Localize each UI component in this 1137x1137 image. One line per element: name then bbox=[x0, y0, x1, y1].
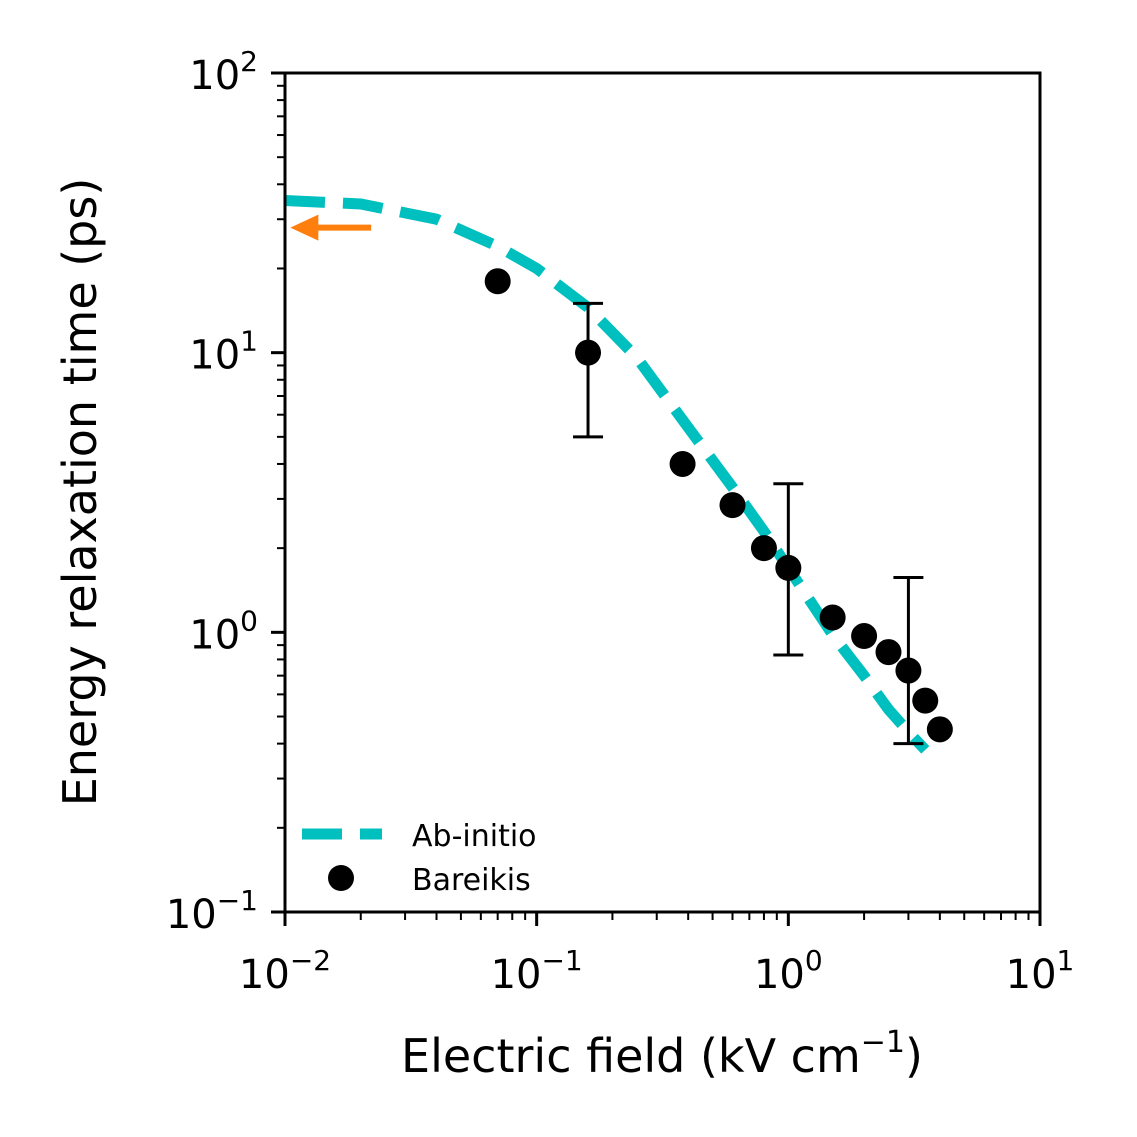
legend-abinitio-label: Ab-initio bbox=[412, 819, 537, 854]
bareikis-point bbox=[775, 554, 802, 581]
plot-frame bbox=[283, 71, 1042, 914]
legend-bareikis-label: Bareikis bbox=[412, 863, 531, 898]
x-axis-tick-labels: 10−2 10−1 100 101 bbox=[239, 944, 1074, 998]
bareikis-point bbox=[719, 492, 746, 519]
y-axis-title: Energy relaxation time (ps) bbox=[53, 178, 107, 807]
bareikis-point bbox=[484, 268, 511, 295]
bareikis-point bbox=[912, 687, 939, 714]
x-tick-label: 101 bbox=[1006, 944, 1075, 998]
bareikis-point bbox=[575, 339, 602, 366]
error-bar bbox=[573, 301, 604, 439]
bareikis-point bbox=[926, 716, 953, 743]
x-axis-ticks bbox=[283, 912, 1042, 926]
y-tick-label: 10−1 bbox=[166, 884, 258, 938]
y-tick-label: 102 bbox=[189, 45, 258, 99]
y-axis-tick-labels: 10−1 100 101 102 bbox=[166, 45, 258, 938]
legend-bareikis-marker bbox=[328, 865, 354, 891]
bareikis-point bbox=[851, 623, 878, 650]
y-tick-label: 101 bbox=[189, 325, 258, 379]
bareikis-point bbox=[895, 657, 922, 684]
bareikis-point bbox=[819, 604, 846, 631]
y-axis-ticks bbox=[271, 71, 285, 914]
plot-area bbox=[284, 195, 953, 754]
legend: Ab-initio Bareikis bbox=[302, 819, 537, 898]
bareikis-point bbox=[875, 639, 902, 666]
bareikis-point bbox=[669, 450, 696, 477]
x-tick-label: 100 bbox=[754, 944, 823, 998]
abinitio-curve bbox=[284, 195, 930, 754]
bareikis-point bbox=[750, 535, 777, 562]
low-field-arrow bbox=[290, 214, 372, 241]
x-tick-label: 10−2 bbox=[239, 944, 331, 998]
y-tick-label: 100 bbox=[189, 604, 258, 658]
x-axis-title: Electric field (kV cm−1) bbox=[401, 1025, 923, 1083]
x-tick-label: 10−1 bbox=[491, 944, 583, 998]
